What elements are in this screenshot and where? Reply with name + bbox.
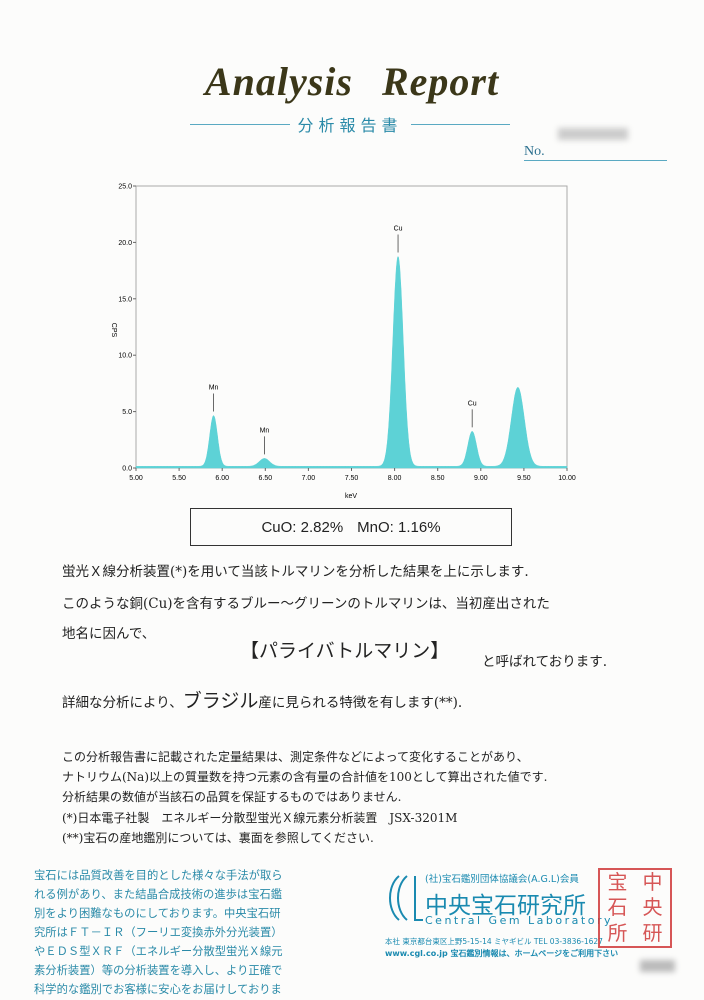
red-seal-stamp: 宝中石央所研 [598, 868, 672, 948]
body-line: 地名に因んで、 [62, 626, 156, 642]
subtitle-row: 分析報告書 [190, 112, 511, 136]
divider [410, 123, 511, 125]
x-tick-label: 6.50 [258, 475, 272, 482]
divider [190, 123, 290, 125]
body-text: 産に見られる特徴を有します(**). [258, 695, 463, 711]
note: 分析結果の数値が当該石の品質を保証するものではありません. [62, 790, 402, 804]
lab-address: 本社 東京都台東区上野5-15-14 ミヤギビル TEL 03-3836-162… [385, 937, 603, 946]
cgl-logo-icon [389, 875, 423, 921]
y-tick-label: 25.0 [118, 184, 132, 191]
lab-website: www.cgl.co.jp 宝石鑑別情報は、ホームページをご利用下さい [385, 949, 619, 958]
note: (*)日本電子社製 エネルギー分散型蛍光Ｘ線元素分析装置 JSX-3201M [62, 811, 458, 825]
x-tick-label: 5.00 [129, 475, 143, 482]
x-tick-label: 9.50 [517, 475, 531, 482]
body-text: 詳細な分析により、 [62, 695, 183, 711]
spectrum-area [135, 256, 568, 469]
note: この分析報告書に記載された定量結果は、測定条件などによって変化することがあり、 [62, 750, 529, 764]
peak-label: Mn [209, 385, 219, 392]
body-line: 詳細な分析により、ブラジル産に見られる特徴を有します(**). [62, 686, 462, 713]
body-line: このような銅(Cu)を含有するブルー～グリーンのトルマリンは、当初産出された [62, 596, 550, 612]
plot-frame [135, 185, 568, 469]
x-tick-label: 6.00 [215, 475, 229, 482]
gem-name: 【パライバトルマリン】 [240, 640, 450, 662]
xrf-spectrum-chart: CPS keV 5.00 5.50 6.00 6.50 7.00 7.50 8.00 8.50… [110, 184, 576, 501]
result-box: CuO: 2.82% MnO: 1.16% [190, 508, 512, 546]
x-tick-label: 9.00 [474, 475, 488, 482]
cuo-result: CuO: 2.82% [261, 518, 344, 536]
y-tick-label: 15.0 [118, 296, 132, 303]
x-tick-label: 5.50 [172, 475, 186, 482]
lab-blurb: 宝石には品質改善を目的とした様々な手法が取られる例があり、また結晶合成技術の進歩… [34, 869, 283, 996]
x-tick-label: 8.00 [388, 475, 402, 482]
redacted-code [640, 960, 675, 972]
y-tick-label: 5.0 [122, 409, 132, 416]
report-number-label: No. [524, 144, 667, 161]
y-tick-label: 10.0 [118, 353, 132, 360]
y-axis-label: CPS [110, 323, 117, 338]
x-axis-label: keV [345, 493, 357, 500]
redacted-number [558, 128, 628, 140]
peak-label: Cu [468, 400, 477, 407]
peak-label: Mn [260, 427, 270, 434]
y-tick-label: 20.0 [118, 240, 132, 247]
x-tick-label: 7.50 [345, 475, 359, 482]
mno-result: MnO: 1.16% [357, 518, 441, 536]
lab-name-ja: 中央宝石研究所 [425, 893, 586, 919]
y-tick-label: 0.0 [122, 466, 132, 473]
x-tick-label: 7.00 [302, 475, 316, 482]
report-subtitle: 分析報告書 [297, 116, 403, 135]
note: ナトリウム(Na)以上の質量数を持つ元素の含有量の合計値を100として算出された… [62, 770, 548, 784]
x-tick-label: 8.50 [431, 475, 445, 482]
x-tick-label: 10.00 [558, 475, 576, 482]
report-title: Analysis Report [204, 59, 500, 104]
lab-name-en: Central Gem Laboratory [425, 914, 613, 927]
origin: ブラジル [182, 690, 259, 712]
body-line: 蛍光Ｘ線分析装置(*)を用いて当該トルマリンを分析した結果を上に示します. [62, 564, 529, 580]
peak-label: Cu [394, 226, 403, 233]
body-line: と呼ばれております. [482, 654, 607, 670]
association-membership: (社)宝石鑑別団体協議会(A.G.L)会員 [425, 874, 579, 885]
note: (**)宝石の産地鑑別については、裏面を参照してください. [62, 831, 374, 845]
